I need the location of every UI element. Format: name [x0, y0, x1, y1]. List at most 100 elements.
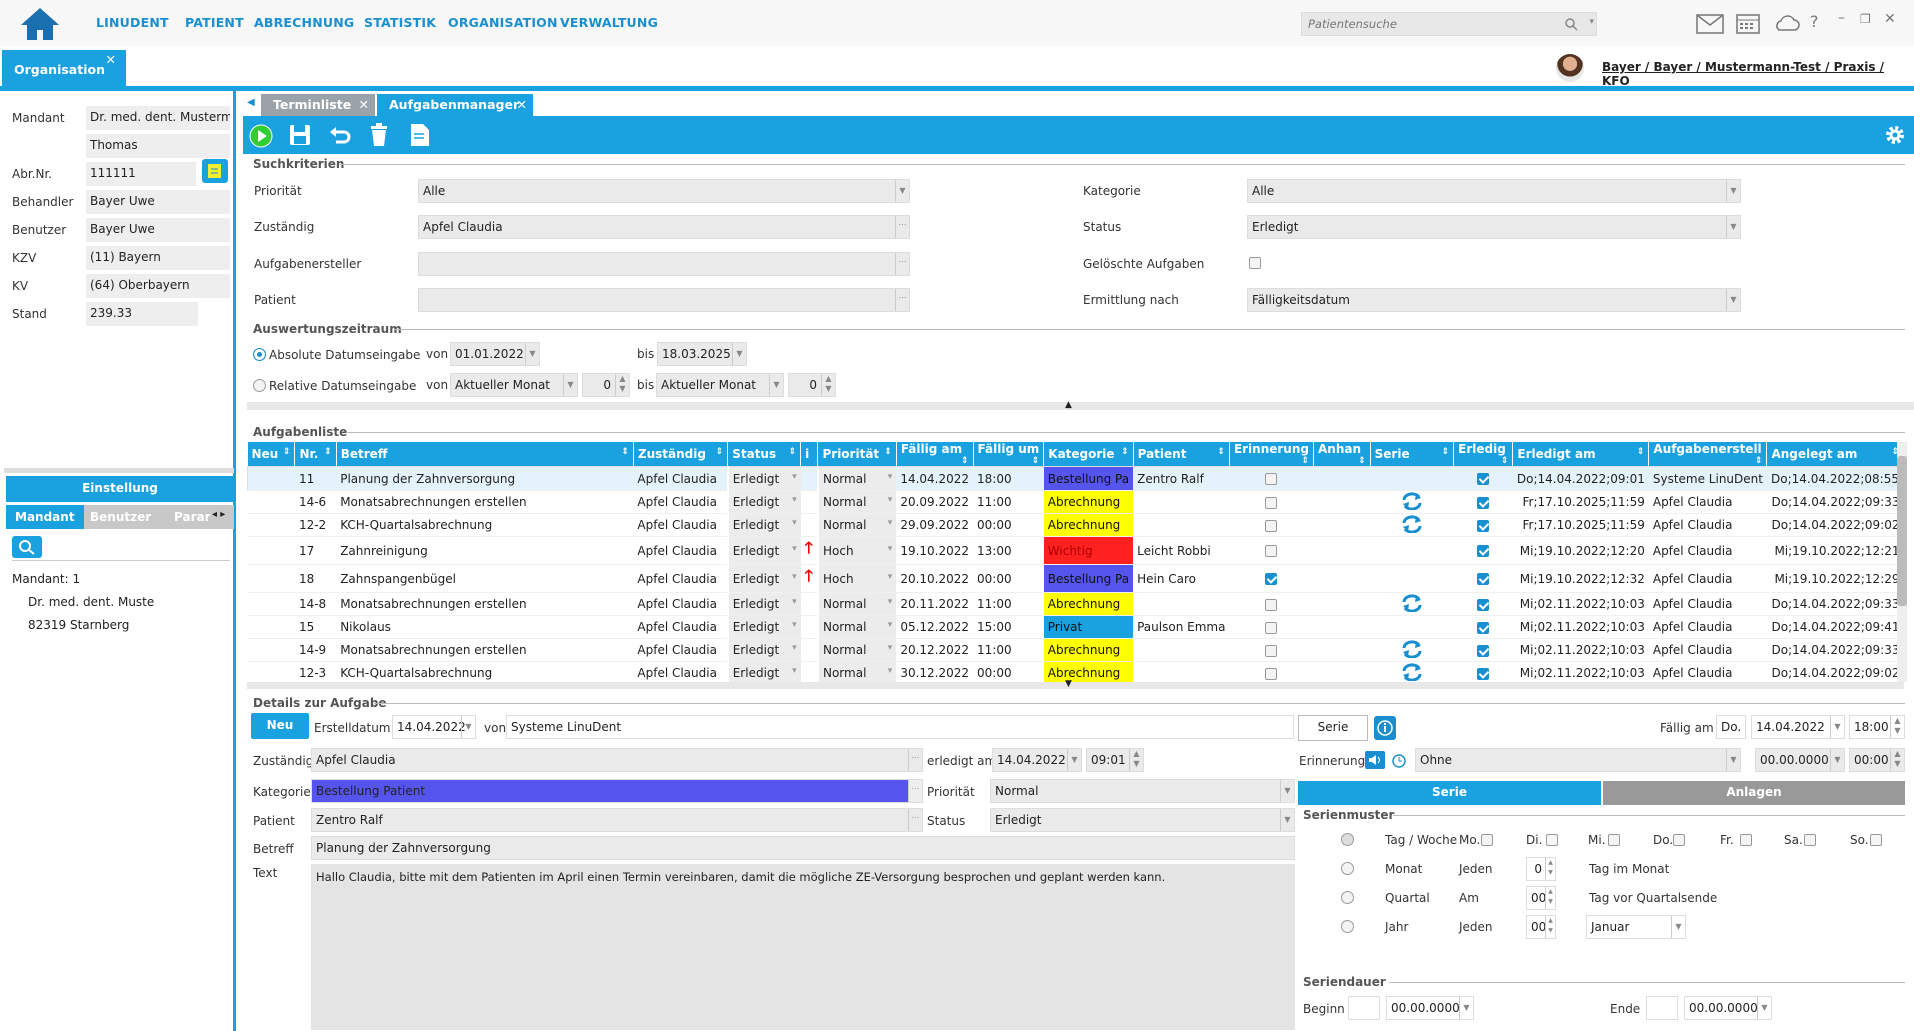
serie-button[interactable]: Serie	[1298, 715, 1368, 741]
column-header[interactable]: Kategorie ⇕	[1043, 442, 1134, 467]
ermittlung-select[interactable]: Fälligkeitsdatum ▼	[1247, 288, 1741, 312]
info-icon[interactable]	[1374, 716, 1396, 740]
erledigt-time-input[interactable]: 09:01 ▲ ▼	[1086, 748, 1144, 772]
sort-icon[interactable]: ⇕	[1891, 447, 1899, 457]
chevron-down-icon[interactable]: ▾	[887, 495, 893, 505]
chevron-down-icon[interactable]: ▾	[792, 666, 797, 676]
search-icon[interactable]	[12, 536, 42, 558]
patient-search-input[interactable]: Patientensuche ▾	[1301, 12, 1597, 36]
table-row[interactable]: 12-2 KCH-Quartalsabrechnung Apfel Claudia E…	[247, 513, 1904, 537]
status-detail-select[interactable]: Erledigt ▼	[990, 808, 1295, 832]
ellipsis-icon[interactable]: ...	[895, 253, 909, 275]
tab-organisation[interactable]: Organisation ✕	[2, 50, 126, 86]
erinnerung-checkbox[interactable]	[1265, 473, 1278, 485]
run-icon[interactable]	[249, 124, 273, 148]
undo-icon[interactable]	[328, 124, 352, 146]
sort-icon[interactable]: ⇕	[1636, 447, 1645, 457]
table-row[interactable]: 15 Nikolaus Apfel Claudia Erledigt ▾ Normal ▾ 0…	[247, 615, 1904, 639]
erinnerung-checkbox[interactable]	[1265, 545, 1278, 557]
stepper-icon[interactable]: ▲ ▼	[1545, 916, 1555, 938]
sort-icon[interactable]: ⇕	[282, 447, 291, 457]
zustaendig-detail-field[interactable]: Apfel Claudia...	[311, 748, 923, 772]
menu-statistik[interactable]: STATISTIK	[364, 15, 437, 30]
prioritaet-select[interactable]: Alle ▼	[418, 179, 910, 203]
close-window-icon[interactable]: ✕	[1884, 11, 1896, 27]
column-header[interactable]: Zuständig ⇕	[633, 442, 729, 467]
geloeschte-checkbox[interactable]	[1249, 257, 1261, 269]
quartal-stepper[interactable]: 00 ▲ ▼	[1526, 886, 1556, 910]
tab-mandant[interactable]: Mandant	[6, 505, 84, 529]
tab-scroll-arrows[interactable]: ◂ ▸	[212, 509, 226, 520]
status-select[interactable]: Erledigt ▼	[1247, 215, 1741, 239]
home-icon[interactable]	[18, 6, 62, 42]
save-icon[interactable]	[289, 124, 311, 146]
chevron-down-icon[interactable]: ▾	[887, 620, 893, 630]
prioritaet-detail-select[interactable]: Normal ▼	[990, 779, 1295, 803]
weekday-checkbox[interactable]	[1870, 834, 1882, 846]
ellipsis-icon[interactable]: ...	[908, 749, 922, 771]
expand-icon[interactable]: ▼	[1065, 679, 1072, 689]
chevron-down-icon[interactable]: ▾	[792, 471, 797, 482]
faellig-time-input[interactable]: 18:00 ▲ ▼	[1849, 715, 1905, 739]
table-row[interactable]: 11 Planung der Zahnversorgung Apfel Claudi…	[247, 466, 1904, 491]
patient-detail-field[interactable]: Zentro Ralf...	[311, 808, 923, 832]
weekday-checkbox[interactable]	[1546, 834, 1558, 846]
column-header[interactable]: Priorität ⇕	[817, 442, 897, 467]
weekday-checkbox[interactable]	[1740, 834, 1752, 846]
von-date-input[interactable]: 01.01.2022 ▼	[450, 342, 540, 366]
column-header[interactable]: Angelegt am ⇕	[1766, 442, 1904, 467]
sort-icon[interactable]: ⇕	[1217, 447, 1225, 457]
faellig-date-input[interactable]: 14.04.2022 ▼	[1751, 715, 1845, 739]
bis-offset-stepper[interactable]: 0 ▲ ▼	[788, 373, 836, 397]
sort-icon[interactable]: ⇕	[715, 447, 724, 457]
table-row[interactable]: 17 Zahnreinigung Apfel Claudia Erledigt ▾ 🡑 Ho…	[247, 536, 1904, 565]
alarm-icon[interactable]	[1390, 751, 1408, 769]
column-header[interactable]: i	[800, 442, 819, 467]
restore-icon[interactable]: ❐	[1860, 12, 1871, 26]
table-row[interactable]: 14-9 Monatsabrechnungen erstellen Apfel Cl…	[247, 638, 1904, 662]
sort-icon[interactable]: ⇕	[1031, 456, 1040, 466]
erinnerung-select[interactable]: Ohne ▼	[1415, 748, 1741, 772]
ellipsis-icon[interactable]: ...	[908, 780, 922, 802]
neu-button[interactable]: Neu	[251, 713, 309, 739]
menu-verwaltung[interactable]: VERWALTUNG	[560, 15, 659, 30]
weekday-checkbox[interactable]	[1608, 834, 1620, 846]
column-header[interactable]: Status ⇕	[727, 442, 802, 467]
column-header[interactable]: Fällig um ⇕	[973, 442, 1045, 467]
ellipsis-icon[interactable]: ...	[895, 289, 909, 311]
table-row[interactable]: 12-3 KCH-Quartalsabrechnung Apfel Claudia E…	[247, 661, 1904, 682]
erledigt-checkbox[interactable]	[1477, 519, 1490, 532]
column-header[interactable]: Erledig ⇕	[1453, 442, 1514, 467]
close-icon[interactable]: ✕	[516, 97, 527, 112]
chevron-down-icon[interactable]: ▾	[792, 518, 797, 528]
column-header[interactable]: Patient ⇕	[1133, 442, 1230, 467]
weekday-checkbox[interactable]	[1673, 834, 1685, 846]
sort-icon[interactable]: ⇕	[621, 447, 629, 457]
weekday-checkbox[interactable]	[1804, 834, 1816, 846]
kategorie-detail-select[interactable]: Bestellung Patient...	[311, 779, 923, 803]
help-icon[interactable]: ?	[1810, 12, 1819, 31]
scroll-thumb[interactable]	[1897, 456, 1907, 606]
collapse-bar[interactable]: ▲	[247, 400, 1914, 410]
erinnerung-checkbox[interactable]	[1265, 496, 1278, 509]
chevron-down-icon[interactable]: ▾	[792, 495, 797, 505]
sort-icon[interactable]: ⇕	[884, 447, 892, 457]
speaker-icon[interactable]	[1365, 751, 1385, 769]
von-relative-select[interactable]: Aktueller Monat ▼	[450, 373, 578, 397]
chevron-down-icon[interactable]: ▾	[887, 518, 893, 528]
weekday-checkbox[interactable]	[1481, 834, 1493, 846]
column-header[interactable]: Erledigt am ⇕	[1512, 442, 1650, 467]
bis-relative-select[interactable]: Aktueller Monat ▼	[656, 373, 784, 397]
erinnerung-checkbox[interactable]	[1265, 621, 1278, 634]
gear-icon[interactable]	[1884, 124, 1906, 146]
ende-date-input[interactable]: 00.00.0000 ▼	[1684, 996, 1772, 1020]
sort-icon[interactable]: ⇕	[324, 447, 332, 457]
close-icon[interactable]: ✕	[358, 97, 369, 112]
text-area[interactable]: Hallo Claudia, bitte mit dem Patienten i…	[311, 864, 1295, 1030]
sort-icon[interactable]: ⇕	[1500, 456, 1509, 466]
erinnerung-checkbox[interactable]	[1265, 598, 1278, 611]
tab-parameter[interactable]: Paran	[174, 510, 210, 524]
stepper-icon[interactable]: ▲ ▼	[1545, 887, 1555, 909]
table-row[interactable]: 14-8 Monatsabrechnungen erstellen Apfel Cl…	[247, 592, 1904, 616]
erinnerung-checkbox[interactable]	[1265, 667, 1278, 680]
